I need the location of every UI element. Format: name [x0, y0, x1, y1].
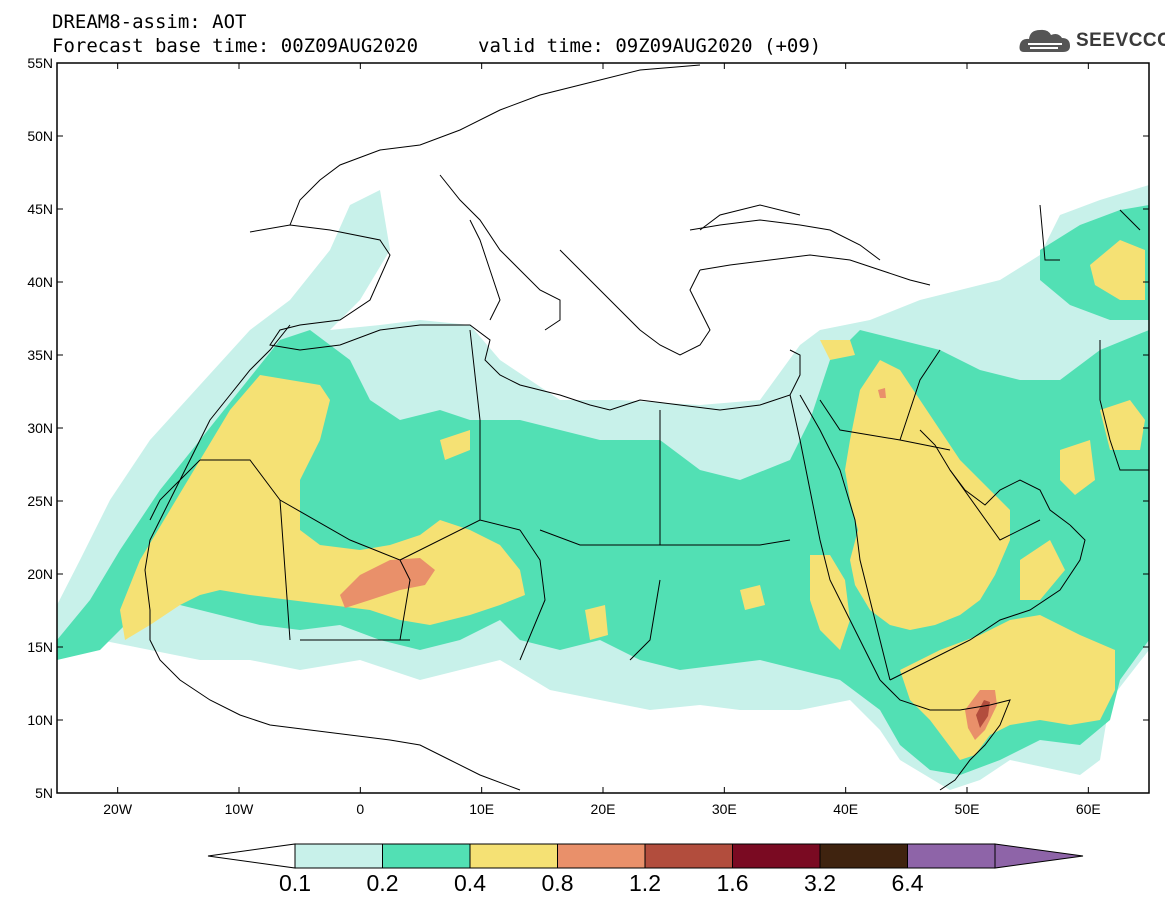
logo-text: SEEVCCC — [1076, 30, 1165, 51]
lon-label: 10E — [469, 801, 494, 817]
colorbar-box — [644, 843, 733, 869]
lat-label: 40N — [27, 274, 53, 290]
colorbar-under-triangle — [207, 843, 296, 869]
colorbar — [207, 843, 1084, 869]
lat-label: 35N — [27, 347, 53, 363]
lat-label: 45N — [27, 201, 53, 217]
aot-shading — [57, 185, 1149, 790]
colorbar-level-label: 0.8 — [541, 870, 574, 896]
colorbar-level-label: 0.2 — [366, 870, 399, 896]
colorbar-box — [382, 843, 471, 869]
lat-label: 50N — [27, 128, 53, 144]
lat-label: 10N — [27, 712, 53, 728]
coastlines-borders — [144, 64, 1149, 791]
cloud-logo-icon — [1019, 29, 1070, 52]
lat-label: 55N — [27, 55, 53, 71]
lon-label: 40E — [833, 801, 858, 817]
base-time: Forecast base time: 00Z09AUG2020 — [52, 35, 419, 57]
colorbar-level-label: 0.4 — [454, 870, 486, 896]
lon-label: 20W — [103, 801, 133, 817]
lon-label: 10W — [225, 801, 255, 817]
colorbar-level-label: 3.2 — [804, 870, 836, 896]
forecast-times: Forecast base time: 00Z09AUG2020 valid ti… — [52, 36, 821, 56]
lon-label: 0 — [356, 801, 364, 817]
valid-time: valid time: 09Z09AUG2020 (+09) — [478, 35, 822, 57]
colorbar-over-triangle — [994, 843, 1084, 869]
map-title: DREAM8-assim: AOT — [52, 11, 247, 33]
colorbar-level-label: 1.2 — [629, 870, 661, 896]
colorbar-box — [294, 843, 383, 869]
colorbar-box — [732, 843, 821, 869]
longitude-labels: 20W 10W 0 10E 20E 30E 40E 50E 60E — [103, 801, 1101, 817]
lat-label: 25N — [27, 493, 53, 509]
colorbar-box — [819, 843, 908, 869]
lat-label: 20N — [27, 566, 53, 582]
seevccc-logo: SEEVCCC — [1018, 24, 1165, 58]
lat-label: 5N — [35, 785, 53, 801]
latitude-labels: 55N 50N 45N 40N 35N 30N 25N 20N 15N 10N 5N — [27, 55, 53, 801]
lon-label: 50E — [955, 801, 980, 817]
axis-ticks — [57, 62, 1149, 794]
colorbar-box — [907, 843, 996, 869]
colorbar-level-label: 6.4 — [891, 870, 924, 896]
colorbar-box — [557, 843, 646, 869]
lon-label: 20E — [591, 801, 616, 817]
lon-label: 60E — [1076, 801, 1101, 817]
colorbar-level-label: 1.6 — [716, 870, 749, 896]
colorbar-level-label: 0.1 — [279, 870, 311, 896]
lat-label: 15N — [27, 639, 53, 655]
lat-label: 30N — [27, 420, 53, 436]
lon-label: 30E — [712, 801, 737, 817]
colorbar-box — [469, 843, 558, 869]
